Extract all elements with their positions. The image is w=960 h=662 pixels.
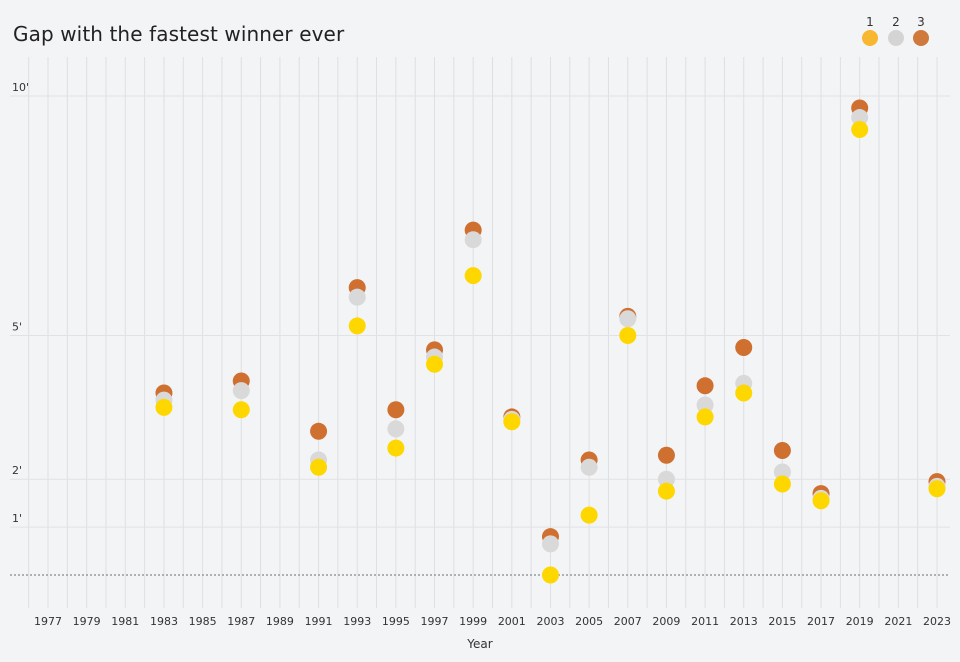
plot-background <box>10 57 950 608</box>
x-tick-label: 1995 <box>382 615 410 628</box>
data-point <box>773 441 791 459</box>
data-point <box>580 458 598 476</box>
y-tick-label: 10' <box>12 81 29 94</box>
chart-title: Gap with the fastest winner ever <box>13 22 345 46</box>
legend-label: 1 <box>866 15 874 29</box>
legend-swatch <box>862 30 878 46</box>
x-tick-label: 1983 <box>150 615 178 628</box>
data-point <box>773 475 791 493</box>
y-gridlines <box>10 95 950 528</box>
data-point <box>310 458 328 476</box>
x-tick-label: 2009 <box>652 615 680 628</box>
data-point <box>851 109 869 127</box>
x-tick-label: 1987 <box>227 615 255 628</box>
legend-label: 3 <box>917 15 925 29</box>
data-point <box>696 377 714 395</box>
data-point <box>541 566 559 584</box>
x-tick-labels: 1977 1979 1981 1983 1985 1987 1989 1991 1993 1995… <box>34 615 951 628</box>
x-tick-label: 1985 <box>189 615 217 628</box>
data-point <box>851 121 869 139</box>
x-tick-label: 2003 <box>536 615 564 628</box>
x-tick-label: 2021 <box>884 615 912 628</box>
x-tick-label: 1999 <box>459 615 487 628</box>
data-point <box>348 317 366 335</box>
data-point <box>232 382 250 400</box>
data-point <box>580 506 598 524</box>
x-tick-label: 1997 <box>421 615 449 628</box>
data-point <box>619 327 637 344</box>
y-tick-label: 2' <box>12 464 22 477</box>
x-tick-label: 2023 <box>923 615 951 628</box>
data-point <box>348 288 366 306</box>
data-point <box>619 310 637 328</box>
data-point <box>735 338 753 356</box>
x-tick-label: 1981 <box>111 615 139 628</box>
data-point <box>464 231 482 249</box>
data-point <box>812 492 830 510</box>
y-tick-label: 1' <box>12 512 22 525</box>
data-point <box>310 422 328 440</box>
x-gridlines <box>28 57 938 608</box>
data-point <box>657 482 675 500</box>
x-tick-label: 2011 <box>691 615 719 628</box>
data-point <box>735 384 753 402</box>
data-point <box>657 470 675 488</box>
data-point <box>696 396 714 414</box>
legend-swatch <box>913 30 929 46</box>
series-1 <box>155 121 946 584</box>
data-point <box>387 401 405 419</box>
x-tick-label: 1979 <box>73 615 101 628</box>
x-tick-label: 1991 <box>305 615 333 628</box>
x-tick-label: 2013 <box>730 615 758 628</box>
x-tick-label: 1993 <box>343 615 371 628</box>
x-tick-label: 2017 <box>807 615 835 628</box>
data-point <box>426 355 444 373</box>
data-point <box>503 413 521 431</box>
x-tick-label: 2005 <box>575 615 603 628</box>
x-tick-label: 2007 <box>614 615 642 628</box>
y-tick-labels: 1' 2' 5' 10' <box>12 81 29 525</box>
legend-swatch <box>888 30 904 46</box>
y-tick-label: 5' <box>12 321 22 334</box>
data-point <box>155 398 173 416</box>
x-tick-label: 2001 <box>498 615 526 628</box>
x-tick-label: 2019 <box>846 615 874 628</box>
data-point <box>696 408 714 426</box>
x-axis-label: Year <box>466 637 492 651</box>
data-point <box>387 420 405 438</box>
data-points <box>155 99 946 584</box>
data-point <box>541 535 559 553</box>
data-point <box>464 267 482 285</box>
legend-label: 2 <box>892 15 900 29</box>
x-tick-label: 2015 <box>768 615 796 628</box>
legend: 1 2 3 <box>862 15 929 46</box>
data-point <box>387 439 405 457</box>
data-point <box>773 463 791 481</box>
x-tick-label: 1977 <box>34 615 62 628</box>
data-point <box>232 401 250 419</box>
data-point <box>657 446 675 464</box>
x-tick-label: 1989 <box>266 615 294 628</box>
data-point <box>928 480 946 498</box>
